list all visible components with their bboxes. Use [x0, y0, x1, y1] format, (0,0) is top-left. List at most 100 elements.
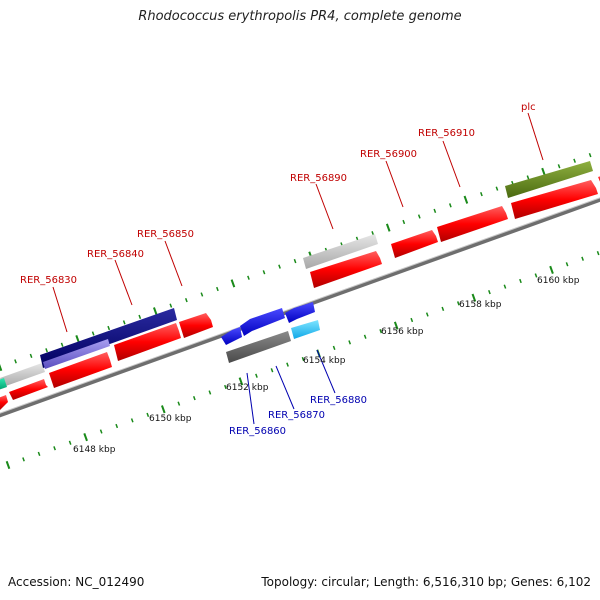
tick-mark: [29, 353, 33, 358]
tick-mark: [138, 314, 142, 319]
kbp-label: 6148 kbp: [73, 445, 116, 455]
gene-label[interactable]: RER_56880: [310, 395, 367, 406]
gene-label[interactable]: RER_56830: [20, 275, 77, 286]
tick-mark: [270, 368, 274, 373]
tick-mark: [393, 321, 399, 330]
tick-mark: [402, 219, 406, 225]
gene-teal[interactable]: [0, 378, 7, 390]
tick-mark: [177, 401, 181, 406]
tick-mark: [541, 167, 546, 176]
tick-mark: [208, 390, 212, 395]
tick-mark: [425, 312, 429, 317]
tick-mark: [581, 256, 584, 261]
tick-mark: [45, 348, 48, 353]
tick-mark: [161, 405, 166, 414]
tick-mark: [107, 325, 111, 331]
cds-arrow[interactable]: [511, 180, 598, 219]
gene-blue-arrow[interactable]: [285, 302, 315, 323]
gene-label[interactable]: RER_56910: [418, 128, 475, 139]
cds-arrow[interactable]: [179, 313, 213, 338]
inner-tick-ring: [5, 251, 600, 470]
tick-mark: [488, 290, 491, 295]
gene-dark-gray[interactable]: [226, 331, 291, 363]
map-title: Rhodococcus erythropolis PR4, complete g…: [138, 9, 462, 24]
tick-mark: [262, 270, 266, 275]
tick-mark: [503, 284, 507, 289]
tick-mark: [68, 440, 72, 445]
gene-label[interactable]: plc: [521, 102, 536, 113]
tick-mark: [184, 297, 188, 303]
tick-mark: [22, 457, 25, 462]
tick-mark: [557, 164, 561, 169]
gene-gray[interactable]: [0, 363, 45, 387]
tick-mark: [278, 264, 281, 269]
tick-mark: [146, 412, 150, 417]
tick-mark: [293, 258, 297, 264]
outer-tick-ring: [0, 153, 592, 372]
tick-mark: [448, 203, 452, 208]
tick-mark: [37, 451, 41, 456]
kbp-label: 6160 kbp: [537, 276, 580, 286]
tick-mark: [379, 329, 383, 334]
cds-arrow[interactable]: [114, 323, 181, 361]
tick-mark: [169, 303, 173, 308]
tick-mark: [549, 265, 554, 274]
gene-lavender[interactable]: [43, 339, 110, 369]
tick-mark: [433, 208, 437, 214]
gene-label[interactable]: RER_56840: [87, 249, 144, 260]
tick-mark: [14, 359, 17, 364]
tick-mark: [91, 331, 95, 336]
gene-cyan[interactable]: [291, 320, 320, 339]
tick-mark: [410, 317, 414, 323]
tick-mark: [0, 364, 3, 372]
gene-label[interactable]: RER_56850: [137, 229, 194, 240]
tick-mark: [463, 195, 469, 204]
tick-mark: [441, 306, 445, 312]
tick-mark: [99, 429, 103, 434]
tick-mark: [224, 384, 227, 390]
tick-mark: [247, 275, 250, 280]
tick-mark: [60, 342, 64, 347]
gene-label[interactable]: RER_56900: [360, 149, 417, 160]
kbp-label: 6152 kbp: [226, 383, 269, 393]
tick-mark: [332, 345, 336, 351]
tick-mark: [519, 278, 522, 284]
tick-mark: [480, 192, 483, 197]
topology-text: Topology: circular; Length: 6,516,310 bp…: [261, 575, 591, 589]
gene-olive[interactable]: [505, 161, 593, 198]
cds-arrow[interactable]: [49, 352, 112, 388]
tick-mark: [456, 301, 460, 306]
tick-mark: [130, 418, 134, 423]
tick-mark: [596, 251, 600, 256]
cds-arrow[interactable]: [0, 395, 8, 410]
tick-mark: [565, 262, 569, 267]
gene-gray[interactable]: [303, 234, 378, 269]
tick-mark: [286, 362, 289, 367]
cds-arrow[interactable]: [9, 379, 48, 400]
cds-arrow[interactable]: [391, 230, 438, 258]
tick-mark: [348, 340, 352, 345]
gene-label[interactable]: RER_56870: [268, 410, 325, 421]
kbp-label: 6150 kbp: [149, 414, 192, 424]
tick-mark: [230, 279, 236, 288]
tick-mark: [255, 373, 258, 378]
tick-mark: [573, 158, 576, 163]
gene-label[interactable]: RER_56890: [290, 173, 347, 184]
label-leaders: [52, 112, 544, 425]
cds-arrow[interactable]: [310, 251, 382, 288]
tick-mark: [301, 356, 305, 362]
tick-mark: [495, 186, 499, 191]
tick-mark: [115, 423, 119, 429]
tick-mark: [417, 214, 421, 219]
cds-arrow[interactable]: [437, 206, 508, 242]
tick-mark: [216, 286, 219, 292]
accession-text: Accession: NC_012490: [8, 575, 145, 589]
tick-mark: [53, 446, 56, 451]
tick-mark: [192, 395, 196, 401]
gene-blue-arrow[interactable]: [221, 327, 242, 345]
tick-mark: [471, 293, 477, 302]
kbp-label: 6154 kbp: [303, 356, 346, 366]
gene-blue-arrow[interactable]: [240, 308, 285, 336]
gene-label[interactable]: RER_56860: [229, 426, 286, 437]
